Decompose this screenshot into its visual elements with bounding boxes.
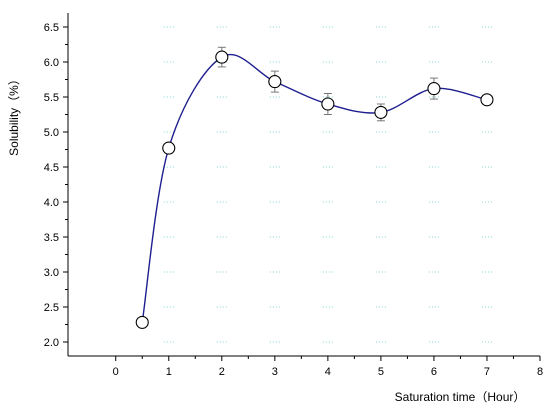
x-tick-label: 7 [484, 366, 490, 378]
data-point [268, 75, 282, 89]
x-tick-label: 1 [166, 366, 172, 378]
x-tick-label: 3 [272, 366, 278, 378]
markers-layer [135, 46, 494, 329]
data-point [215, 50, 229, 64]
x-axis: 0 1 2 3 4 5 6 7 8 [68, 355, 543, 378]
x-tick-label: 8 [537, 366, 543, 378]
data-point [374, 105, 388, 119]
grid-layer [163, 26, 492, 343]
x-tick-label: 6 [431, 366, 437, 378]
y-tick-label: 5.0 [44, 127, 59, 139]
y-tick-label: 4.0 [44, 197, 59, 209]
x-tick-label: 2 [219, 366, 225, 378]
y-tick-label: 3.0 [44, 267, 59, 279]
x-tick-label: 4 [325, 366, 331, 378]
data-point [427, 82, 441, 96]
y-tick-label: 2.5 [44, 302, 59, 314]
x-tick-label: 0 [113, 366, 119, 378]
y-tick-label: 6.5 [44, 22, 59, 34]
x-tick-label: 5 [378, 366, 384, 378]
y-tick-label: 2.0 [44, 337, 59, 349]
x-axis-title: Saturation time（Hour） [395, 390, 526, 404]
data-point [162, 141, 176, 155]
y-axis: 2.0 2.5 3.0 3.5 4.0 4.5 5.0 5.5 6.0 6.5 [44, 13, 69, 356]
data-point [135, 315, 149, 329]
y-tick-label: 4.5 [44, 162, 59, 174]
data-point [321, 97, 335, 111]
data-point [480, 93, 494, 107]
y-tick-label: 3.5 [44, 232, 59, 244]
y-tick-label: 6.0 [44, 57, 59, 69]
y-tick-label: 5.5 [44, 92, 59, 104]
y-axis-title: Solubility（%） [7, 73, 21, 156]
